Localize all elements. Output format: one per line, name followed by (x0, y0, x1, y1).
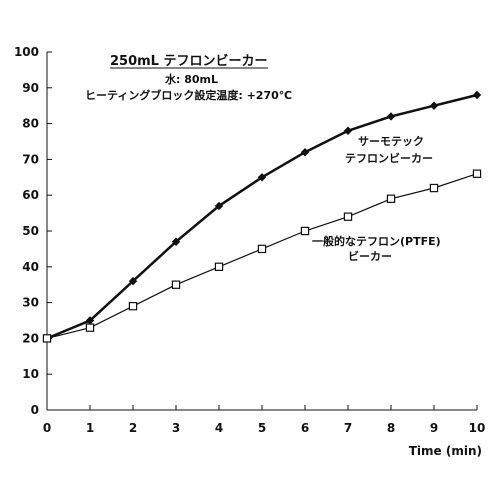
series-label-thermotec-line-2: テフロンビーカー (345, 151, 433, 165)
data-point-thermotec (300, 148, 310, 157)
data-point-ptfe (472, 169, 482, 178)
y-axis-ticks: 0 10 20 30 40 50 60 70 80 90 100 (14, 45, 52, 417)
title-block: 250mL テフロンビーカー 水: 80mL ヒーティングブロック設定温度: +… (85, 53, 292, 102)
data-point-ptfe (42, 334, 52, 343)
x-tick-label: 2 (129, 421, 137, 435)
y-tick-label: 90 (22, 81, 39, 95)
chart-title: 250mL テフロンビーカー (110, 53, 268, 69)
y-tick-label: 50 (22, 224, 39, 238)
data-point-ptfe (300, 226, 310, 236)
data-point-thermotec (257, 173, 267, 182)
series-label-thermotec-line-1: サーモテック (358, 135, 424, 148)
series-label-thermotec: サーモテック テフロンビーカー (345, 135, 433, 165)
data-point-thermotec (128, 276, 138, 286)
series-layer (42, 90, 482, 343)
y-tick-label: 10 (22, 367, 39, 381)
data-point-thermotec (85, 316, 95, 325)
x-tick-label: 5 (258, 421, 266, 435)
data-point-ptfe (214, 262, 224, 272)
x-tick-label: 3 (172, 421, 180, 435)
x-tick-label: 10 (469, 421, 486, 435)
data-point-ptfe (257, 244, 267, 254)
data-point-ptfe (85, 323, 95, 332)
series-label-ptfe-line-2: ビーカー (348, 249, 392, 263)
series-label-ptfe: 一般的なテフロン(PTFE) ビーカー (312, 234, 441, 263)
data-point-thermotec (214, 201, 224, 211)
data-point-ptfe (343, 212, 353, 221)
data-point-ptfe (171, 280, 181, 289)
chart-subtitle-line-2: ヒーティングブロック設定温度: +270℃ (85, 88, 292, 102)
x-tick-label: 9 (430, 421, 438, 435)
series-line-ptfe (46, 173, 478, 339)
y-tick-label: 80 (22, 117, 39, 131)
y-tick-label: 60 (22, 188, 39, 202)
chart-subtitle-line-1: 水: 80mL (165, 72, 218, 86)
data-point-ptfe (128, 301, 138, 311)
series-line-thermotec (46, 93, 478, 340)
y-tick-label: 20 (22, 331, 39, 345)
data-point-thermotec (472, 90, 482, 100)
y-tick-label: 30 (22, 296, 39, 310)
x-tick-label: 6 (301, 421, 309, 435)
x-tick-label: 8 (387, 421, 395, 435)
y-tick-label: 70 (22, 152, 39, 166)
x-tick-label: 7 (344, 421, 352, 435)
y-tick-label: 100 (14, 45, 39, 59)
x-tick-label: 4 (215, 421, 223, 435)
y-tick-label: 40 (22, 260, 39, 274)
data-point-ptfe (386, 194, 396, 203)
data-point-thermotec (429, 101, 439, 110)
y-tick-label: 0 (31, 403, 39, 417)
data-point-ptfe (429, 183, 439, 193)
x-axis-title: Time (min) (409, 444, 482, 458)
x-tick-label: 0 (43, 421, 51, 435)
series-label-ptfe-line-1: 一般的なテフロン(PTFE) (312, 234, 441, 248)
data-point-thermotec (343, 126, 353, 135)
x-tick-label: 1 (86, 421, 94, 435)
data-point-thermotec (386, 112, 396, 121)
data-point-thermotec (171, 237, 181, 246)
